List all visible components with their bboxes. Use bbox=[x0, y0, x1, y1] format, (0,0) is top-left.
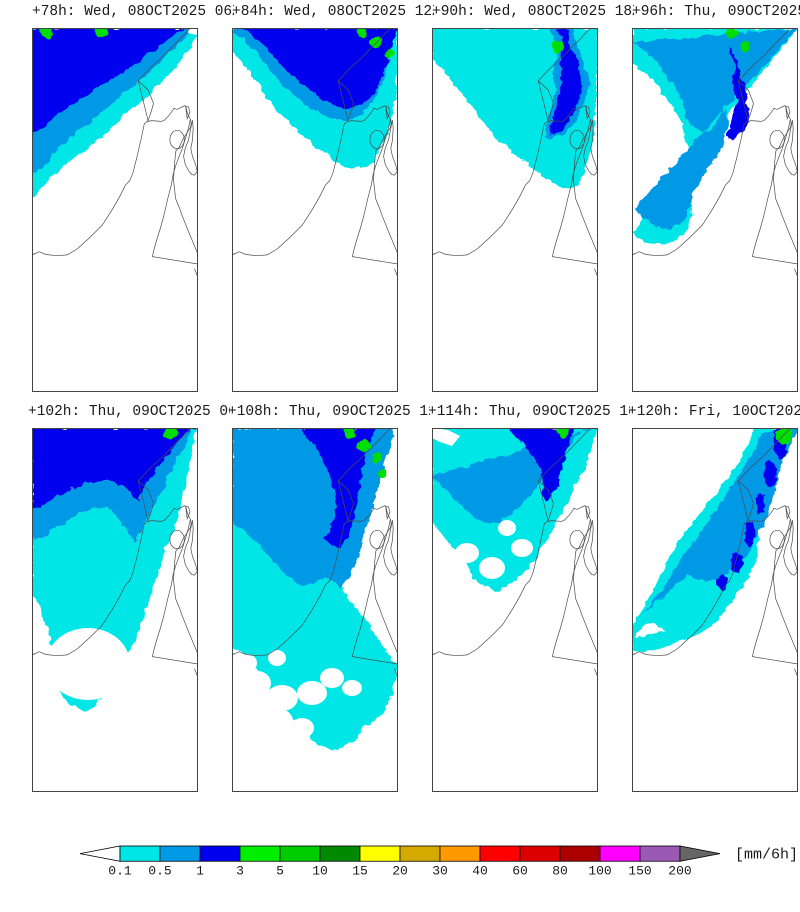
svg-text:15: 15 bbox=[352, 863, 368, 878]
svg-text:5: 5 bbox=[276, 863, 284, 878]
svg-text:40: 40 bbox=[472, 863, 488, 878]
svg-text:30: 30 bbox=[432, 863, 448, 878]
svg-text:10: 10 bbox=[312, 863, 328, 878]
svg-text:60: 60 bbox=[512, 863, 528, 878]
svg-text:0.5: 0.5 bbox=[148, 863, 171, 878]
svg-text:1: 1 bbox=[196, 863, 204, 878]
svg-text:100: 100 bbox=[588, 863, 611, 878]
svg-text:0.1: 0.1 bbox=[108, 863, 132, 878]
svg-text:200: 200 bbox=[668, 863, 691, 878]
svg-text:3: 3 bbox=[236, 863, 244, 878]
svg-text:20: 20 bbox=[392, 863, 408, 878]
svg-text:80: 80 bbox=[552, 863, 568, 878]
svg-text:[mm/6h]: [mm/6h] bbox=[735, 847, 798, 864]
svg-text:150: 150 bbox=[628, 863, 651, 878]
